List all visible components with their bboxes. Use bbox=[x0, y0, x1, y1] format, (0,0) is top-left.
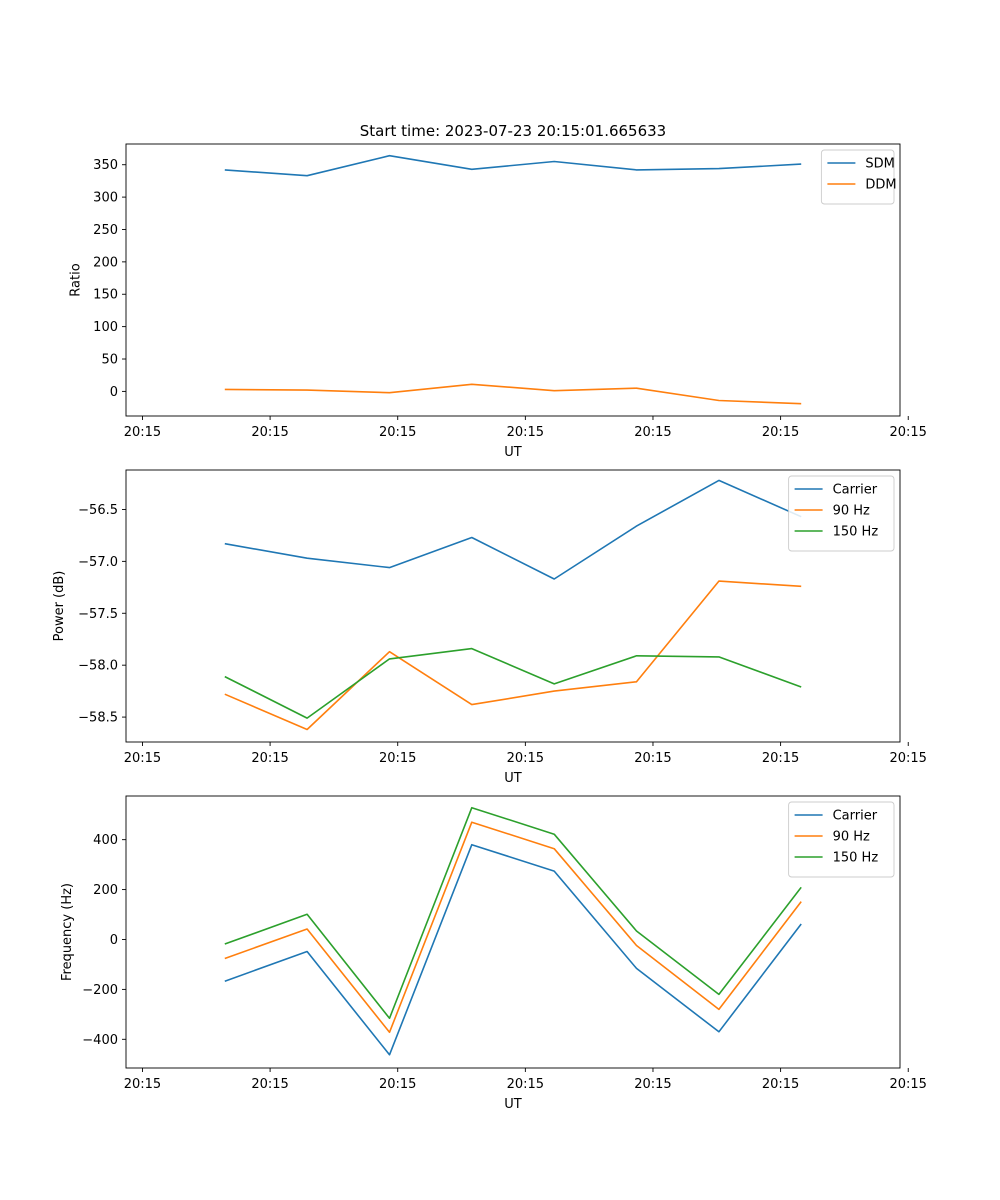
y-tick-label: 0 bbox=[110, 933, 118, 948]
x-tick-label: 20:15 bbox=[251, 425, 288, 440]
y-tick-label: −57.0 bbox=[78, 555, 118, 570]
x-tick-label: 20:15 bbox=[124, 425, 161, 440]
legend-box bbox=[788, 801, 895, 878]
y-tick-label: 350 bbox=[93, 158, 118, 173]
legend: Carrier 90 Hz 150 Hz bbox=[788, 475, 895, 552]
x-axis-label: UT bbox=[504, 771, 522, 786]
axes-frame bbox=[125, 143, 901, 417]
x-tick-label: 20:15 bbox=[762, 425, 799, 440]
y-axis-label: Power (dB) bbox=[52, 571, 67, 642]
x-tick-label: 20:15 bbox=[507, 751, 544, 766]
legend-label: 150 Hz bbox=[833, 525, 879, 540]
y-tick-label: −200 bbox=[82, 983, 118, 998]
x-tick-label: 20:15 bbox=[889, 751, 926, 766]
chart-panel-1: 20:15 20:15 20:15 20:15 20:15 20:15 20:15 0 50 10… bbox=[68, 143, 927, 460]
series-line-150-hz bbox=[224, 806, 802, 1020]
series-line-sdm bbox=[224, 154, 802, 177]
figure-title: Start time: 2023-07-23 20:15:01.665633 bbox=[360, 122, 666, 140]
x-tick-label: 20:15 bbox=[889, 425, 926, 440]
y-tick-label: 100 bbox=[93, 320, 118, 335]
y-tick-label: −400 bbox=[82, 1033, 118, 1048]
y-tick-label: 0 bbox=[110, 385, 118, 400]
chart-panel-3: 20:15 20:15 20:15 20:15 20:15 20:15 20:15 −400 −… bbox=[60, 795, 927, 1112]
y-tick-label: 50 bbox=[101, 353, 118, 368]
series-line-ddm bbox=[224, 383, 802, 405]
axes-frame bbox=[125, 469, 901, 743]
y-tick-label: 300 bbox=[93, 191, 118, 206]
x-axis-label: UT bbox=[504, 1097, 522, 1112]
x-tick-label: 20:15 bbox=[124, 1077, 161, 1092]
x-tick-label: 20:15 bbox=[379, 751, 416, 766]
x-tick-label: 20:15 bbox=[379, 425, 416, 440]
x-tick-label: 20:15 bbox=[379, 1077, 416, 1092]
legend-label: Carrier bbox=[833, 483, 878, 498]
y-tick-label: 200 bbox=[93, 255, 118, 270]
x-tick-label: 20:15 bbox=[634, 425, 671, 440]
y-tick-label: −58.0 bbox=[78, 659, 118, 674]
x-tick-label: 20:15 bbox=[762, 1077, 799, 1092]
x-tick-label: 20:15 bbox=[124, 751, 161, 766]
x-tick-label: 20:15 bbox=[634, 751, 671, 766]
axes-frame bbox=[125, 795, 901, 1069]
y-tick-label: 400 bbox=[93, 833, 118, 848]
series-line-carrier bbox=[224, 843, 802, 1056]
x-tick-label: 20:15 bbox=[251, 751, 288, 766]
y-tick-label: −56.5 bbox=[78, 503, 118, 518]
legend-label: Carrier bbox=[833, 809, 878, 824]
legend-label: DDM bbox=[865, 178, 896, 193]
x-tick-label: 20:15 bbox=[762, 751, 799, 766]
y-tick-label: 150 bbox=[93, 288, 118, 303]
chart-panel-2: 20:15 20:15 20:15 20:15 20:15 20:15 20:15 −58.5… bbox=[52, 469, 927, 786]
x-tick-label: 20:15 bbox=[251, 1077, 288, 1092]
x-tick-label: 20:15 bbox=[889, 1077, 926, 1092]
legend-label: 150 Hz bbox=[833, 851, 879, 866]
y-tick-label: −58.5 bbox=[78, 711, 118, 726]
x-tick-label: 20:15 bbox=[507, 1077, 544, 1092]
y-tick-label: −57.5 bbox=[78, 607, 118, 622]
series-line-90-hz bbox=[224, 580, 802, 731]
y-tick-label: 250 bbox=[93, 223, 118, 238]
series-line-90-hz bbox=[224, 821, 802, 1034]
legend-label: SDM bbox=[865, 157, 894, 172]
y-axis-label: Frequency (Hz) bbox=[60, 883, 75, 981]
legend: SDM DDM bbox=[820, 149, 897, 205]
legend-box bbox=[788, 475, 895, 552]
legend-label: 90 Hz bbox=[833, 830, 870, 845]
legend: Carrier 90 Hz 150 Hz bbox=[788, 801, 895, 878]
x-axis-label: UT bbox=[504, 445, 522, 460]
y-tick-label: 200 bbox=[93, 883, 118, 898]
series-line-150-hz bbox=[224, 647, 802, 719]
x-tick-label: 20:15 bbox=[634, 1077, 671, 1092]
series-line-carrier bbox=[224, 479, 802, 580]
legend-label: 90 Hz bbox=[833, 504, 870, 519]
x-tick-label: 20:15 bbox=[507, 425, 544, 440]
y-axis-label: Ratio bbox=[68, 263, 83, 296]
